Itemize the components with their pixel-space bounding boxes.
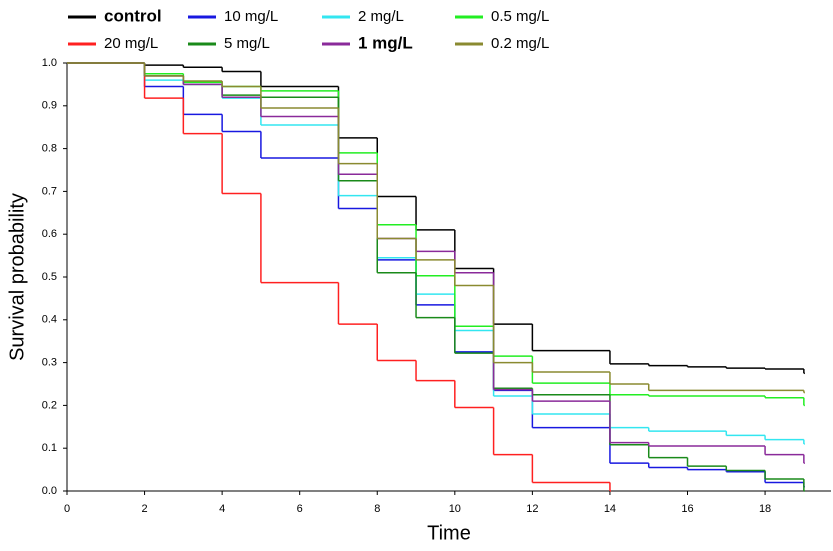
survival-curve <box>67 62 805 445</box>
y-tick-label: 0.9 <box>42 100 57 112</box>
y-tick-label: 0.1 <box>42 442 57 454</box>
legend-label: 0.5 mg/L <box>491 8 549 25</box>
x-tick-label: 6 <box>297 503 303 515</box>
survival-curve <box>67 62 805 394</box>
legend-label: 5 mg/L <box>224 35 270 52</box>
x-tick-label: 0 <box>64 503 70 515</box>
x-tick-label: 16 <box>681 503 693 515</box>
legend-label: 10 mg/L <box>224 8 278 25</box>
y-tick-label: 0.6 <box>42 228 57 240</box>
survival-curve <box>67 62 805 464</box>
survival-curve <box>67 62 805 407</box>
y-tick-label: 0.4 <box>42 314 57 326</box>
x-tick-label: 12 <box>526 503 538 515</box>
legend-label: 20 mg/L <box>104 35 158 52</box>
y-tick-label: 1.0 <box>42 57 57 69</box>
survival-curve <box>67 62 805 488</box>
x-tick-label: 4 <box>219 503 225 515</box>
x-tick-label: 2 <box>142 503 148 515</box>
legend-label: 1 mg/L <box>358 33 413 52</box>
legend-label: 0.2 mg/L <box>491 35 549 52</box>
y-tick-label: 0.5 <box>42 271 57 283</box>
x-axis-title: Time <box>427 522 471 544</box>
x-tick-label: 14 <box>604 503 616 515</box>
survival-curve <box>67 62 805 492</box>
legend-label: control <box>104 6 162 25</box>
y-axis-title: Survival probability <box>6 193 28 361</box>
survival-curve <box>67 62 805 375</box>
x-tick-label: 10 <box>449 503 461 515</box>
y-tick-label: 0.8 <box>42 143 57 155</box>
y-tick-label: 0.0 <box>42 485 57 497</box>
y-tick-label: 0.7 <box>42 185 57 197</box>
x-tick-label: 18 <box>759 503 771 515</box>
y-tick-label: 0.2 <box>42 399 57 411</box>
y-tick-label: 0.3 <box>42 357 57 369</box>
x-tick-label: 8 <box>374 503 380 515</box>
legend-label: 2 mg/L <box>358 8 404 25</box>
